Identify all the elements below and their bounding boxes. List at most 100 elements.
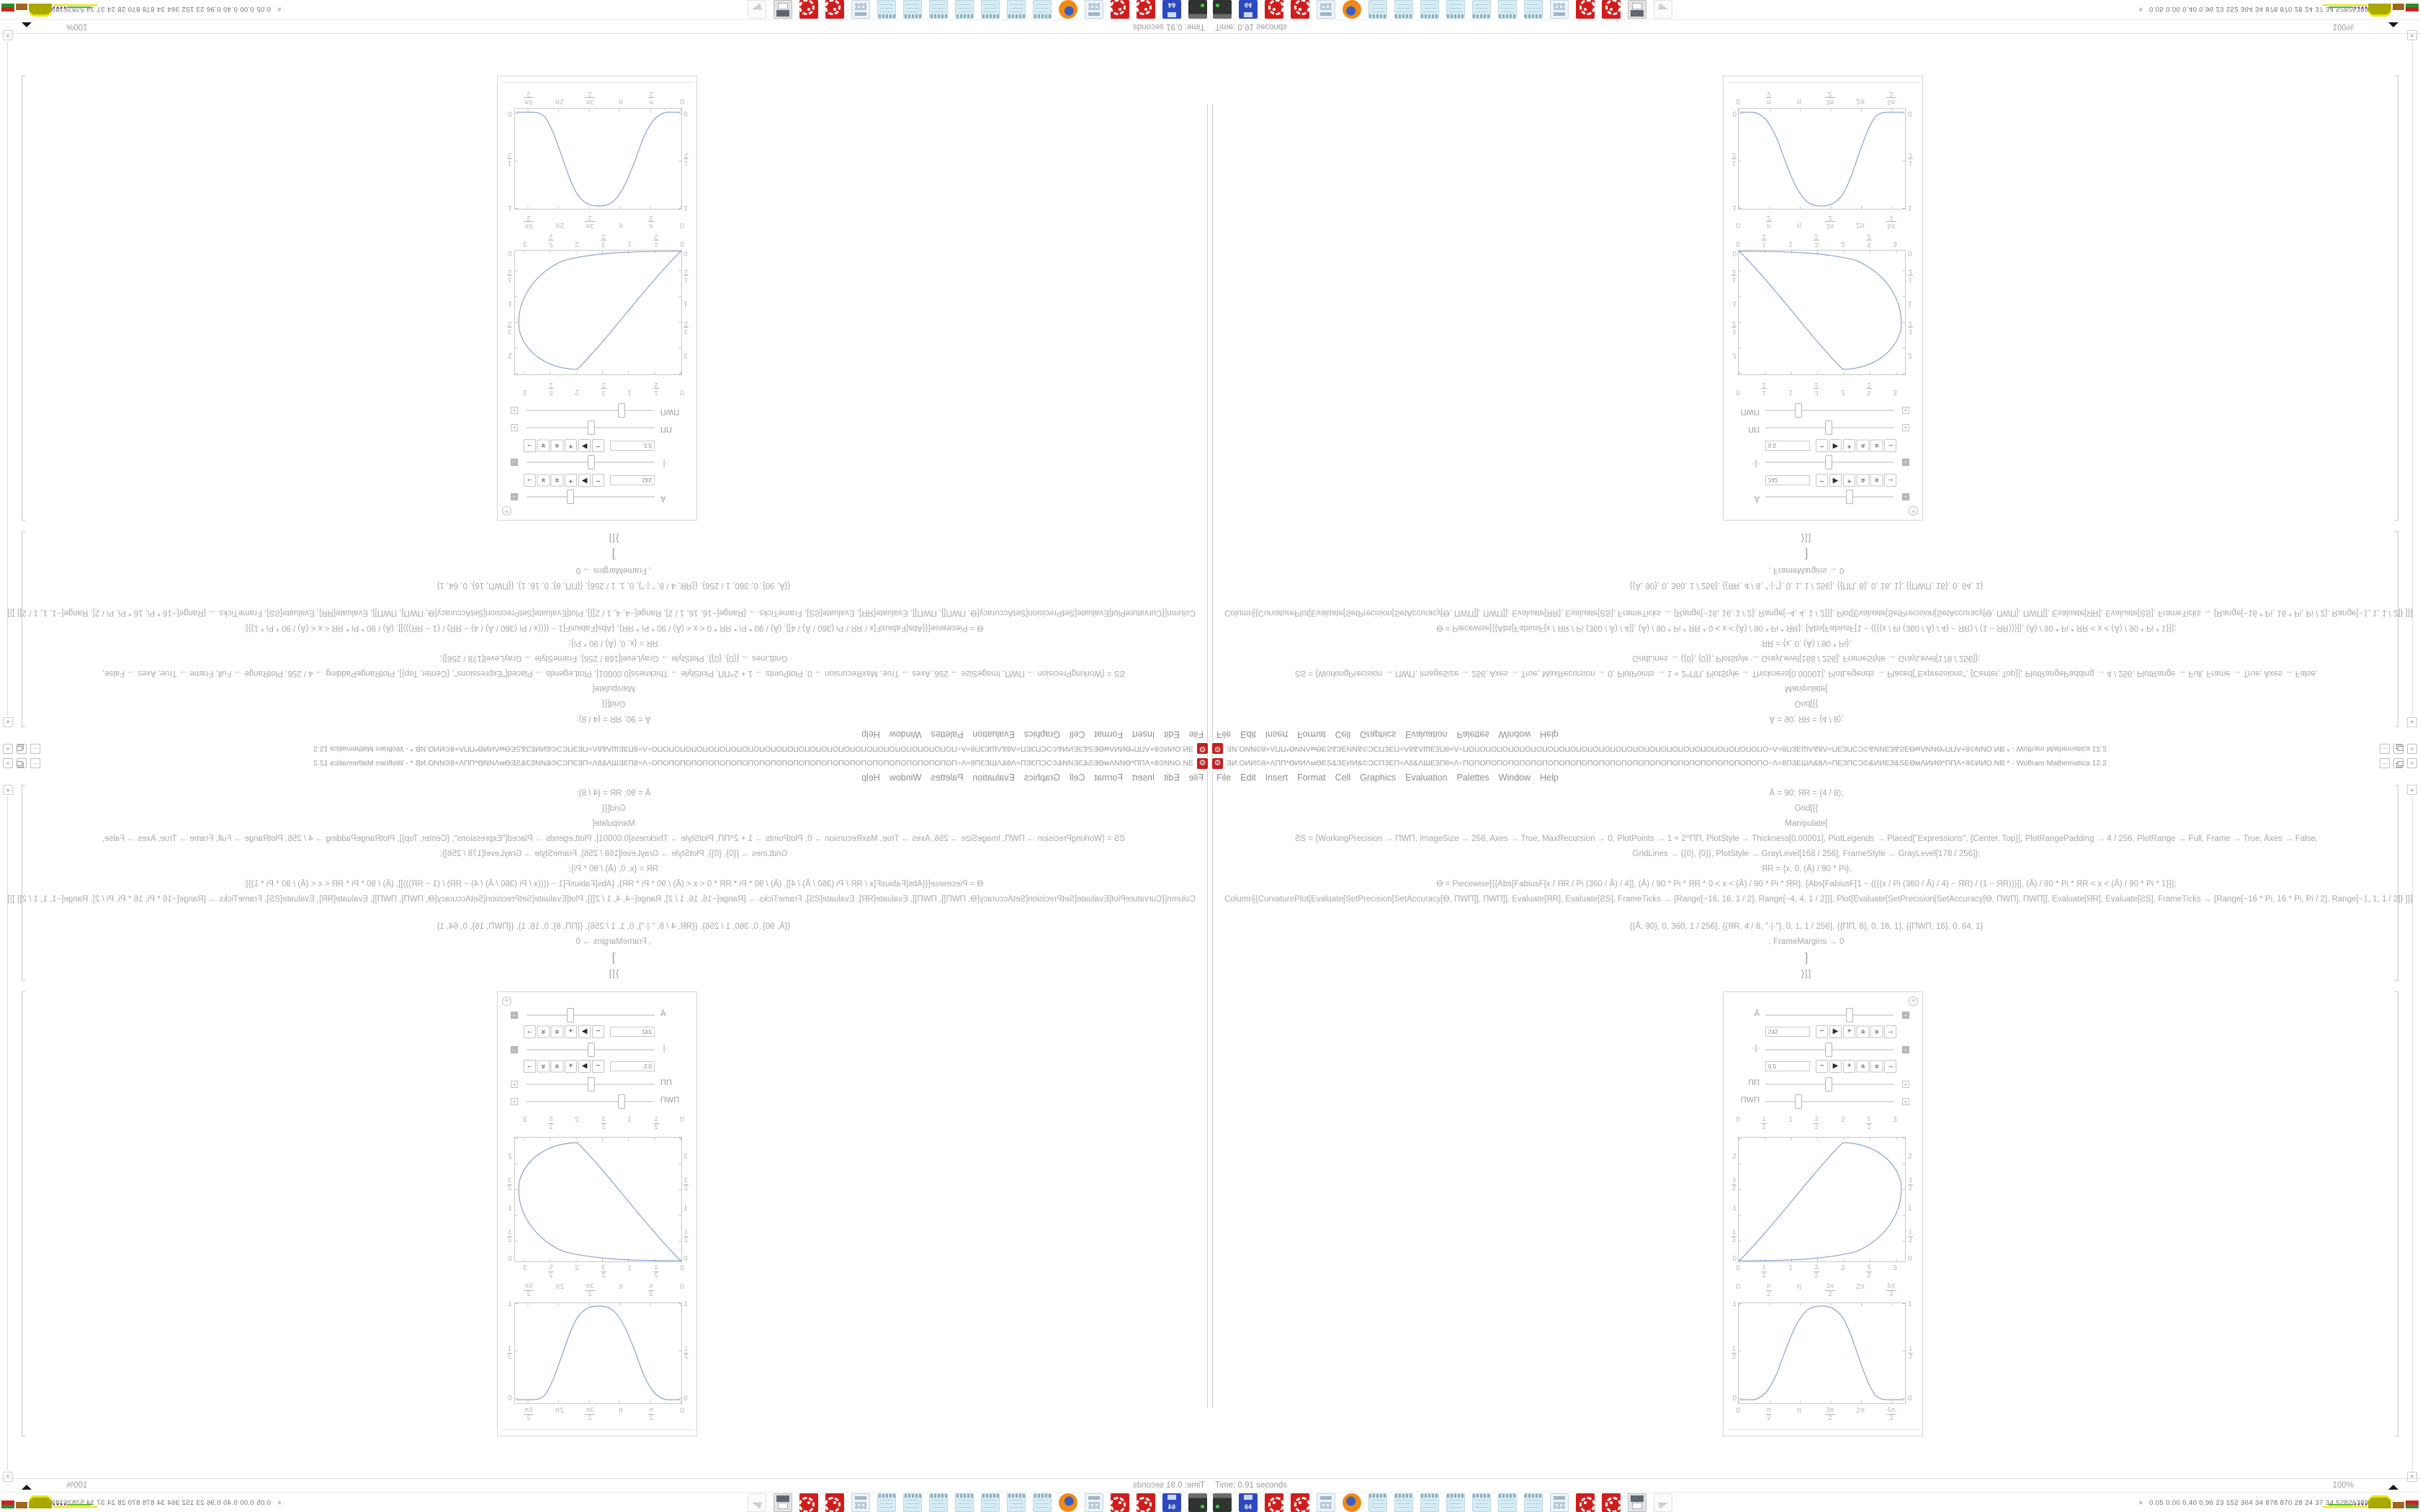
code-line[interactable]: }]]	[608, 534, 619, 544]
scrollbar-up-button[interactable]: ▴	[2407, 785, 2417, 795]
magnification-value[interactable]: 100%	[2332, 1481, 2354, 1490]
app-icon[interactable]: 64	[799, 0, 818, 19]
slider-expand-button[interactable]: +	[1902, 1098, 1909, 1105]
code-line[interactable]: Ө = Piecewise[{{Abs[FabiusF[x / ЯR / Pi …	[1436, 624, 2177, 632]
cell-bracket-group[interactable]	[1210, 104, 1213, 756]
code-line[interactable]: , FrameMargins → 0	[1768, 937, 1845, 946]
slider-thumb[interactable]	[1825, 1077, 1833, 1092]
slider-value-field[interactable]	[610, 475, 655, 485]
manipulate-options-button[interactable]: +	[502, 506, 511, 516]
slider-thumb[interactable]	[618, 403, 626, 418]
slider-step-button[interactable]: −	[1816, 439, 1828, 452]
code-cell[interactable]: Ā = 90; ЯR = (4 / 8); Grid[{{Manipulate[Ƨ…	[1224, 531, 2413, 726]
app-icon[interactable]: 64	[1524, 0, 1543, 19]
code-line[interactable]: {{Ā, 90}, 0, 360, 1 / 256}, {{ЯR, 4 / 8,…	[436, 581, 791, 590]
restore-button[interactable]	[17, 758, 27, 768]
slider-track[interactable]	[526, 1008, 655, 1022]
app-icon[interactable]: 64	[1137, 0, 1155, 19]
menu-item[interactable]: File	[1216, 729, 1232, 739]
app-icon[interactable]: 64	[1213, 0, 1232, 19]
menu-item[interactable]: Cell	[1335, 729, 1351, 739]
slider-value-field[interactable]	[1765, 441, 1810, 451]
slider-step-button[interactable]: «	[1856, 439, 1870, 452]
app-icon[interactable]: 64	[1137, 1493, 1155, 1512]
restore-button[interactable]	[2393, 744, 2403, 754]
app-icon[interactable]: 64	[1602, 0, 1621, 19]
minimize-button[interactable]: –	[30, 744, 40, 754]
slider-track[interactable]	[1765, 490, 1894, 504]
app-icon[interactable]: 64	[1007, 1493, 1026, 1512]
code-line[interactable]: Manipulate[	[592, 819, 635, 828]
app-icon[interactable]: 64	[1368, 1493, 1387, 1512]
cell-bracket-input[interactable]	[22, 785, 25, 981]
slider-expand-button[interactable]: +	[511, 407, 518, 414]
code-line[interactable]: Grid[{{	[601, 699, 626, 708]
menu-item[interactable]: Edit	[1240, 773, 1256, 783]
code-line[interactable]: ЯR = {x, 0, (Ā) / 90 * Pi};	[568, 865, 659, 873]
app-icon[interactable]: 64	[1343, 1493, 1361, 1512]
manipulate-options-button[interactable]: +	[1909, 506, 1918, 516]
slider-track[interactable]	[1765, 420, 1894, 435]
code-line[interactable]: Ө = Piecewise[{{Abs[FabiusF[x / ЯR / Pi …	[1436, 880, 2177, 888]
close-button[interactable]: ×	[3, 758, 13, 768]
slider-step-button[interactable]: »	[1870, 474, 1883, 487]
code-line[interactable]: GridLines → {{0}, {0}}, PlotStyle → Gray…	[439, 654, 788, 662]
slider-step-button[interactable]: −	[592, 439, 604, 452]
code-line[interactable]: ЯR = {x, 0, (Ā) / 90 * Pi};	[568, 639, 659, 647]
slider-step-button[interactable]: →	[524, 439, 536, 452]
app-icon[interactable]: 64	[1368, 0, 1387, 19]
menu-item[interactable]: Graphics	[1360, 729, 1397, 739]
app-icon[interactable]: 64	[748, 1493, 766, 1512]
cell-bracket-output[interactable]	[2395, 76, 2398, 521]
cell-bracket-input[interactable]	[2395, 785, 2398, 981]
app-icon[interactable]: 64	[1394, 0, 1413, 19]
minimize-button[interactable]: –	[2380, 744, 2390, 754]
slider-thumb[interactable]	[618, 1094, 626, 1109]
code-cell[interactable]: Ā = 90; ЯR = (4 / 8); Grid[{{Manipulate[Ƨ…	[1224, 786, 2413, 981]
slider-step-button[interactable]: «	[550, 439, 564, 452]
menu-item[interactable]: Palettes	[1456, 729, 1489, 739]
minimize-button[interactable]: –	[2380, 758, 2390, 768]
slider-value-field[interactable]	[1765, 1027, 1810, 1037]
slider-track[interactable]	[526, 420, 655, 435]
slider-collapse-button[interactable]: −	[1902, 1046, 1909, 1053]
slider-collapse-button[interactable]: −	[1902, 493, 1909, 500]
app-icon[interactable]: 64	[903, 0, 922, 19]
slider-track[interactable]	[1765, 1008, 1894, 1022]
code-line[interactable]: Grid[{{	[1794, 699, 1819, 708]
menu-item[interactable]: Window	[1498, 773, 1531, 783]
slider-thumb[interactable]	[1846, 490, 1854, 504]
menu-item[interactable]: Help	[861, 729, 880, 739]
menu-item[interactable]: Evaluation	[972, 729, 1015, 739]
slider-step-button[interactable]: »	[1870, 1025, 1883, 1038]
code-line[interactable]: Ā = 90; ЯR = (4 / 8);	[576, 789, 651, 798]
slider-value-field[interactable]	[610, 1061, 655, 1071]
menu-item[interactable]: Cell	[1069, 773, 1085, 783]
slider-track[interactable]	[526, 403, 655, 418]
app-icon[interactable]: 64	[1033, 1493, 1052, 1512]
slider-thumb[interactable]	[587, 1043, 595, 1057]
menu-item[interactable]: Palettes	[1456, 773, 1489, 783]
app-icon[interactable]: 64	[1498, 0, 1517, 19]
slider-track[interactable]	[526, 1094, 655, 1109]
app-icon[interactable]: 64	[1085, 1493, 1103, 1512]
app-icon[interactable]: 64	[1394, 1493, 1413, 1512]
code-line[interactable]: }]]	[1801, 968, 1812, 978]
app-icon[interactable]: 64	[1059, 0, 1077, 19]
app-icon[interactable]: 64	[1111, 0, 1129, 19]
menu-item[interactable]: Edit	[1164, 773, 1180, 783]
slider-track[interactable]	[1765, 403, 1894, 418]
app-icon[interactable]: 64	[1498, 1493, 1517, 1512]
menu-item[interactable]: Insert	[1265, 773, 1288, 783]
cell-bracket-group[interactable]	[1210, 756, 1213, 1408]
code-line[interactable]: Ā = 90; ЯR = (4 / 8);	[1769, 714, 1844, 723]
chevron-up-icon[interactable]: «	[2136, 1500, 2146, 1506]
scrollbar-track[interactable]	[2412, 42, 2413, 716]
code-line[interactable]: Column[{CurvaturePlot[Evaluate[SetPrecis…	[7, 608, 1196, 617]
restore-button[interactable]	[2393, 758, 2403, 768]
menu-item[interactable]: Help	[1540, 729, 1559, 739]
slider-step-button[interactable]: »	[537, 474, 550, 487]
code-line[interactable]: ƧS = {WorkingPrecision → ПWП, ImageSize …	[1294, 669, 2318, 678]
slider-step-button[interactable]: −	[1816, 474, 1828, 487]
code-line[interactable]: Manipulate[	[1785, 819, 1828, 828]
